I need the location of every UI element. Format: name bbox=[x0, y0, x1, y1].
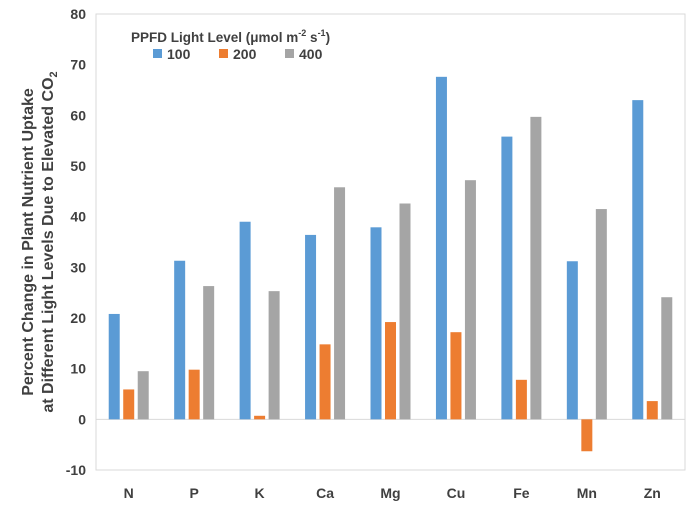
y-tick-label: 70 bbox=[70, 57, 86, 73]
bar-k-100 bbox=[239, 221, 251, 420]
legend-items: 100 200 400 bbox=[153, 46, 323, 62]
y-tick-label: 50 bbox=[70, 158, 86, 174]
bar-ca-400 bbox=[334, 187, 346, 420]
bar-p-100 bbox=[174, 260, 186, 420]
legend-swatch-100 bbox=[153, 49, 162, 58]
x-tick-label-fe: Fe bbox=[513, 485, 530, 501]
y-axis-label-line1: Percent Change in Plant Nutrient Uptake bbox=[20, 88, 37, 396]
legend-label-100: 100 bbox=[167, 46, 191, 62]
y-axis-label-subscript: 2 bbox=[48, 71, 60, 77]
bar-ca-100 bbox=[305, 234, 317, 420]
bar-fe-400 bbox=[530, 116, 542, 420]
bar-zn-400 bbox=[661, 297, 673, 420]
x-tick-label-k: K bbox=[255, 485, 265, 501]
y-tick-labels: -10 0 10 20 30 40 50 60 70 80 bbox=[66, 6, 86, 478]
y-tick-label: 20 bbox=[70, 310, 86, 326]
bar-mn-100 bbox=[566, 261, 578, 420]
y-axis-label-line2: at Different Light Levels Due to Elevate… bbox=[40, 71, 60, 412]
bar-n-400 bbox=[137, 371, 149, 420]
legend-title-text: PPFD Light Level (μmol m bbox=[131, 30, 298, 45]
x-tick-label-n: N bbox=[124, 485, 134, 501]
bar-k-200 bbox=[254, 415, 266, 420]
bar-zn-100 bbox=[632, 100, 644, 420]
bar-fe-100 bbox=[501, 136, 513, 420]
legend-title-sup1: -2 bbox=[298, 28, 306, 38]
bar-fe-200 bbox=[515, 379, 527, 420]
y-axis-label-line2-text: at Different Light Levels Due to Elevate… bbox=[40, 77, 57, 412]
bar-k-400 bbox=[268, 291, 280, 420]
legend-title-sup2: -1 bbox=[318, 28, 326, 38]
bar-cu-200 bbox=[450, 332, 462, 420]
x-tick-label-cu: Cu bbox=[447, 485, 466, 501]
y-tick-label: 80 bbox=[70, 6, 86, 22]
y-tick-label: 30 bbox=[70, 259, 86, 275]
legend-label-400: 400 bbox=[299, 46, 323, 62]
legend-swatch-400 bbox=[285, 49, 294, 58]
bar-n-200 bbox=[123, 389, 135, 420]
legend: PPFD Light Level (μmol m-2 s-1) 100 200 40… bbox=[131, 28, 330, 62]
x-tick-labels: N P K Ca Mg Cu Fe Mn Zn bbox=[124, 485, 661, 501]
x-tick-label-mg: Mg bbox=[380, 485, 400, 501]
y-tick-label: 10 bbox=[70, 361, 86, 377]
x-tick-label-mn: Mn bbox=[577, 485, 597, 501]
legend-swatch-200 bbox=[219, 49, 228, 58]
y-tick-label: 40 bbox=[70, 209, 86, 225]
x-tick-label-zn: Zn bbox=[644, 485, 661, 501]
bar-p-400 bbox=[203, 286, 215, 420]
y-tick-label: 0 bbox=[78, 411, 86, 427]
legend-title-end: ) bbox=[326, 30, 331, 45]
y-tick-label: -10 bbox=[66, 462, 86, 478]
bar-mg-100 bbox=[370, 227, 382, 420]
legend-title-mid: s bbox=[306, 30, 317, 45]
legend-label-200: 200 bbox=[233, 46, 257, 62]
bar-ca-200 bbox=[319, 344, 331, 420]
bar-mg-200 bbox=[385, 322, 396, 420]
bar-mn-400 bbox=[595, 209, 607, 420]
x-tick-label-p: P bbox=[189, 485, 198, 501]
bar-cu-100 bbox=[435, 76, 447, 420]
bar-mg-400 bbox=[399, 203, 411, 420]
bars-group bbox=[108, 76, 673, 452]
legend-title: PPFD Light Level (μmol m-2 s-1) bbox=[131, 28, 330, 45]
bar-cu-400 bbox=[464, 180, 476, 420]
bar-n-100 bbox=[108, 313, 120, 420]
bar-zn-200 bbox=[646, 401, 658, 420]
bar-mn-200 bbox=[581, 419, 593, 452]
bar-p-200 bbox=[188, 369, 200, 420]
y-tick-label: 60 bbox=[70, 107, 86, 123]
x-tick-label-ca: Ca bbox=[316, 485, 334, 501]
